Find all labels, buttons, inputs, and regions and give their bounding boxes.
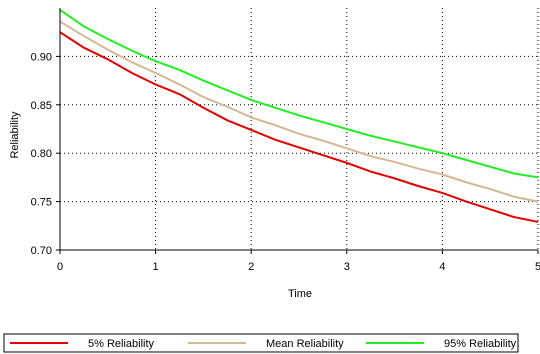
x-tick-label: 2 (248, 261, 254, 273)
series-line-0 (59, 31, 539, 223)
series-lines (59, 9, 539, 223)
x-axis-label: Time (288, 288, 312, 300)
y-axis-label: Reliability (9, 111, 21, 159)
x-tick-label: 1 (153, 261, 159, 273)
series-line-2 (59, 9, 539, 179)
plot-area (60, 8, 538, 250)
y-tick-label: 0.75 (31, 197, 52, 209)
legend-box (3, 333, 519, 353)
legend: 5% Reliability Mean Reliability 95% Reliab… (3, 333, 519, 353)
series-line-1 (59, 20, 539, 203)
x-tick-label: 4 (439, 261, 445, 273)
y-tick-label: 0.85 (31, 100, 52, 112)
x-axis-ticks: 0 1 2 3 4 5 (57, 250, 540, 273)
plot-background (60, 8, 538, 250)
y-tick-label: 0.70 (31, 245, 52, 257)
legend-label-1: Mean Reliability (266, 338, 344, 350)
axes (59, 8, 538, 251)
x-tick-label: 5 (535, 261, 540, 273)
y-tick-label: 0.90 (31, 51, 52, 63)
legend-label-0: 5% Reliability (88, 338, 155, 350)
y-axis-ticks: 0.70 0.75 0.80 0.85 0.90 (31, 51, 60, 257)
x-tick-label: 3 (344, 261, 350, 273)
y-tick-label: 0.80 (31, 148, 52, 160)
legend-label-2: 95% Reliability (444, 338, 517, 350)
x-tick-label: 0 (57, 261, 63, 273)
